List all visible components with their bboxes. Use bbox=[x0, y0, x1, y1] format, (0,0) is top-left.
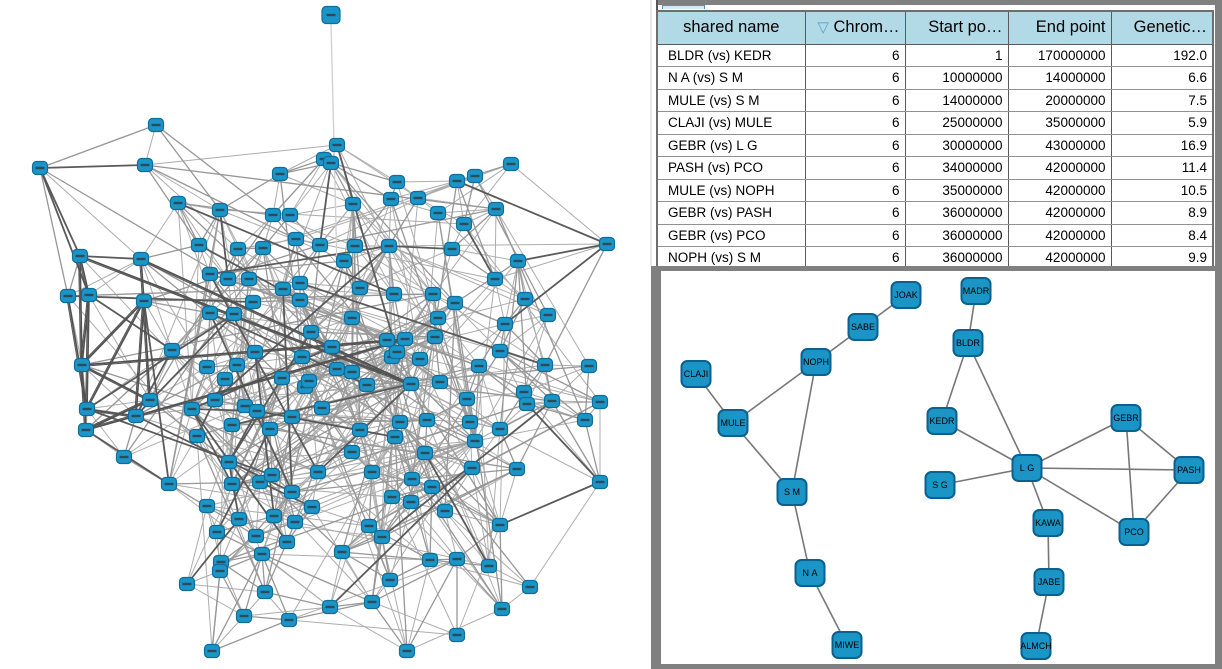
svg-text:KEDR: KEDR bbox=[929, 416, 955, 426]
svg-text:JOAK: JOAK bbox=[894, 290, 918, 300]
svg-text:PCO: PCO bbox=[1124, 527, 1144, 537]
svg-text:S G: S G bbox=[932, 480, 948, 490]
svg-text:S M: S M bbox=[784, 487, 800, 497]
svg-text:CLAJI: CLAJI bbox=[684, 369, 709, 379]
svg-text:PASH: PASH bbox=[1177, 465, 1201, 475]
svg-text:KAWA: KAWA bbox=[1035, 518, 1061, 528]
svg-text:NOPH: NOPH bbox=[803, 357, 829, 367]
svg-text:L G: L G bbox=[1020, 463, 1035, 473]
svg-text:BLDR: BLDR bbox=[956, 338, 981, 348]
svg-text:MIWE: MIWE bbox=[835, 640, 860, 650]
svg-text:MULE: MULE bbox=[720, 418, 745, 428]
svg-text:ALMCH: ALMCH bbox=[1020, 641, 1052, 651]
svg-text:SABE: SABE bbox=[851, 322, 875, 332]
svg-text:JABE: JABE bbox=[1038, 577, 1061, 587]
svg-text:MADR: MADR bbox=[963, 286, 990, 296]
svg-text:N A: N A bbox=[802, 568, 817, 578]
svg-text:GEBR: GEBR bbox=[1113, 413, 1139, 423]
